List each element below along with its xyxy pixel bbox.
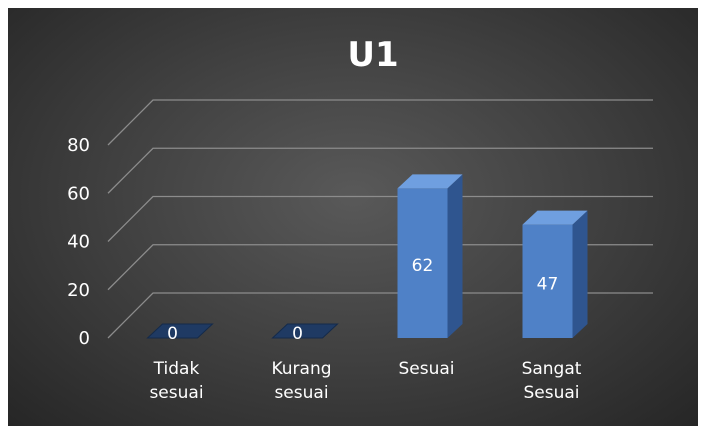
data-label: 47 xyxy=(537,274,559,294)
data-label: 0 xyxy=(167,324,178,344)
category-label-line: Sesuai xyxy=(398,359,454,379)
category-label-line: Kurang xyxy=(271,359,331,379)
chart-area: U1 0 20 40 60 80 0 0 62 47 Tidak sesuai Kurang ses… xyxy=(8,8,698,426)
bar-top xyxy=(522,210,588,225)
gridline xyxy=(107,99,653,146)
gridlines xyxy=(107,99,653,339)
category-label: Kurang sesuai xyxy=(271,359,331,403)
data-label: 0 xyxy=(292,324,303,344)
bar-side xyxy=(447,174,463,338)
bar xyxy=(397,174,463,338)
bars xyxy=(146,174,588,339)
y-tick-label: 20 xyxy=(67,280,90,301)
gridline xyxy=(107,292,653,339)
bar-chart: U1 0 20 40 60 80 0 0 62 47 Tidak sesuai Kurang ses… xyxy=(67,35,653,403)
y-tick-label: 0 xyxy=(79,328,90,349)
y-tick-label: 40 xyxy=(67,232,90,253)
bar xyxy=(146,323,214,339)
bar-front xyxy=(522,224,573,338)
bar xyxy=(271,323,339,339)
y-tick-label: 60 xyxy=(67,183,90,204)
bar-top xyxy=(397,174,463,189)
bar-flat xyxy=(271,323,339,339)
data-labels: 0 0 62 47 xyxy=(167,256,558,344)
gridline xyxy=(107,195,653,242)
category-label: Tidak sesuai xyxy=(149,359,203,403)
category-label: Sangat Sesuai xyxy=(522,359,582,403)
chart-title: U1 xyxy=(347,35,398,75)
gridline xyxy=(107,147,653,194)
y-tick-label: 80 xyxy=(67,135,90,156)
category-label-line: Sangat xyxy=(522,359,582,379)
category-label-line: Tidak xyxy=(153,359,200,379)
x-axis-categories: Tidak sesuai Kurang sesuai Sesuai Sangat Sesua… xyxy=(149,359,581,403)
category-label-line: sesuai xyxy=(274,383,328,403)
bar-side xyxy=(572,210,588,338)
y-axis-ticks: 0 20 40 60 80 xyxy=(67,135,90,349)
category-label: Sesuai xyxy=(398,359,454,379)
data-label: 62 xyxy=(412,256,434,276)
bar-flat xyxy=(146,323,214,339)
category-label-line: Sesuai xyxy=(523,383,579,403)
bar xyxy=(522,210,588,338)
category-label-line: sesuai xyxy=(149,383,203,403)
bar-front xyxy=(397,188,448,338)
gridline xyxy=(107,244,653,291)
